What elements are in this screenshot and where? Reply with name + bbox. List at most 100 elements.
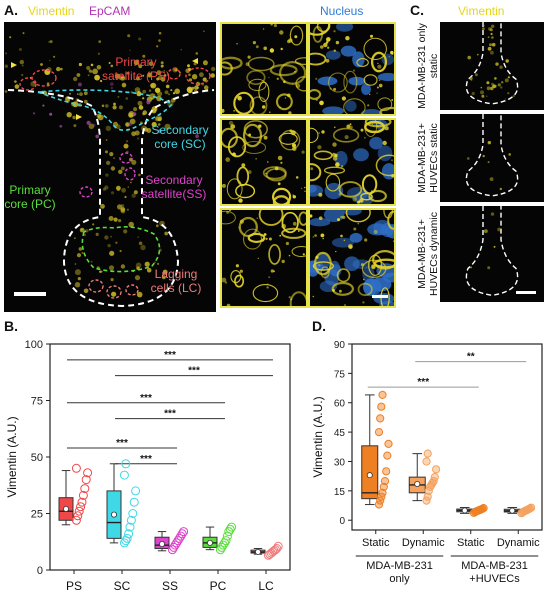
cell-spot: [210, 73, 215, 78]
label-ss-line2: satellite(SS): [142, 187, 207, 201]
y-tick-label: 45: [334, 428, 346, 439]
cell-spot: [370, 34, 373, 38]
data-point: [376, 414, 385, 423]
cell-spot: [247, 55, 251, 59]
cell-spot: [266, 283, 269, 286]
significance-label: ***: [417, 377, 429, 388]
cell-spot: [280, 47, 283, 51]
cell-spot: [281, 259, 285, 264]
cell-spot: [222, 277, 227, 283]
x-tick-label: Static: [362, 537, 390, 549]
cell-spot: [235, 264, 239, 268]
data-point: [81, 475, 91, 485]
cell-outline: [357, 282, 373, 297]
cell-spot: [109, 250, 115, 256]
cell-spot: [91, 71, 93, 73]
data-point: [83, 468, 93, 478]
cell-spot: [105, 104, 109, 108]
cell-spot: [127, 34, 131, 38]
cell-spot: [146, 100, 151, 105]
zoom-pc-nucleus: [308, 208, 396, 308]
cell-spot: [119, 249, 122, 253]
data-point: [173, 536, 183, 546]
cell-spot: [59, 124, 63, 128]
data-point: [430, 473, 439, 482]
zoom-pc-vimentin: [220, 208, 308, 308]
cell-spot: [277, 155, 283, 161]
cell-spot: [22, 32, 25, 35]
cell-spot: [325, 41, 329, 44]
scale-bar: [372, 295, 388, 298]
cell-spot: [194, 85, 199, 90]
cell-spot: [120, 264, 126, 269]
label-ps-line1: Primary: [115, 55, 156, 69]
cell-spot: [501, 81, 504, 84]
cell-spot: [236, 42, 238, 45]
mean-marker: [509, 507, 516, 514]
cell-spot: [340, 165, 344, 168]
data-point: [273, 541, 283, 551]
nucleus-spot: [322, 106, 344, 114]
data-point: [124, 529, 134, 539]
cell-outline: [268, 243, 281, 265]
pc-region-outline: [81, 226, 161, 273]
cell-spot: [315, 77, 318, 80]
cell-spot: [222, 108, 225, 113]
cell-spot: [56, 66, 61, 72]
data-point: [217, 542, 227, 552]
cell-spot: [165, 84, 170, 89]
data-point: [71, 515, 81, 525]
panel-a-label: A.: [4, 2, 18, 18]
arrowhead-icon: [11, 62, 17, 68]
cell-spot: [101, 104, 105, 108]
cell-spot: [373, 230, 378, 234]
cell-spot: [142, 74, 145, 77]
cell-spot: [238, 198, 243, 203]
cell-spot: [489, 28, 493, 32]
microscopy-main-image: Primary satellite (PS) Secondary core (S…: [4, 22, 216, 312]
cell-spot: [230, 124, 236, 129]
cell-outline: [312, 261, 334, 271]
cell-spot: [283, 80, 286, 84]
cell-spot: [391, 159, 393, 162]
cell-spot: [295, 176, 299, 179]
c-image-huvecs-dynamic: [440, 206, 544, 302]
cell-spot: [384, 126, 389, 131]
cell-spot: [491, 36, 494, 39]
cell-spot: [126, 71, 130, 75]
cell-spot: [331, 152, 337, 157]
cell-spot: [203, 30, 205, 32]
cell-spot: [104, 235, 109, 240]
cell-spot: [232, 152, 236, 157]
cell-spot: [280, 161, 283, 164]
cell-spot: [105, 173, 109, 177]
cell-outline: [343, 70, 358, 94]
cell-outline: [226, 178, 243, 200]
cell-spot: [268, 237, 272, 241]
cell-outline: [356, 58, 369, 67]
cell-spot: [494, 77, 497, 80]
channel-outline: [465, 114, 519, 197]
cell-outline: [361, 259, 387, 278]
cell-spot: [157, 262, 160, 265]
cell-spot: [340, 234, 343, 238]
lc-circle: [88, 279, 104, 293]
cell-spot: [125, 97, 129, 100]
cell-spot: [110, 191, 115, 195]
cell-spot: [100, 79, 103, 83]
data-point: [126, 515, 136, 525]
cell-spot: [290, 298, 293, 301]
cell-spot: [487, 266, 491, 270]
cell-spot: [138, 64, 143, 69]
nucleus-spot: [361, 83, 371, 95]
cell-spot: [49, 40, 53, 44]
data-point: [380, 477, 390, 486]
cell-outline: [387, 210, 394, 230]
zoom-ps-vimentin: [220, 22, 308, 116]
cell-outline: [338, 181, 363, 198]
cell-spot: [105, 139, 108, 141]
cell-spot: [491, 24, 495, 28]
cell-spot: [73, 76, 78, 82]
cell-outline: [331, 281, 354, 296]
cell-spot: [320, 233, 325, 238]
